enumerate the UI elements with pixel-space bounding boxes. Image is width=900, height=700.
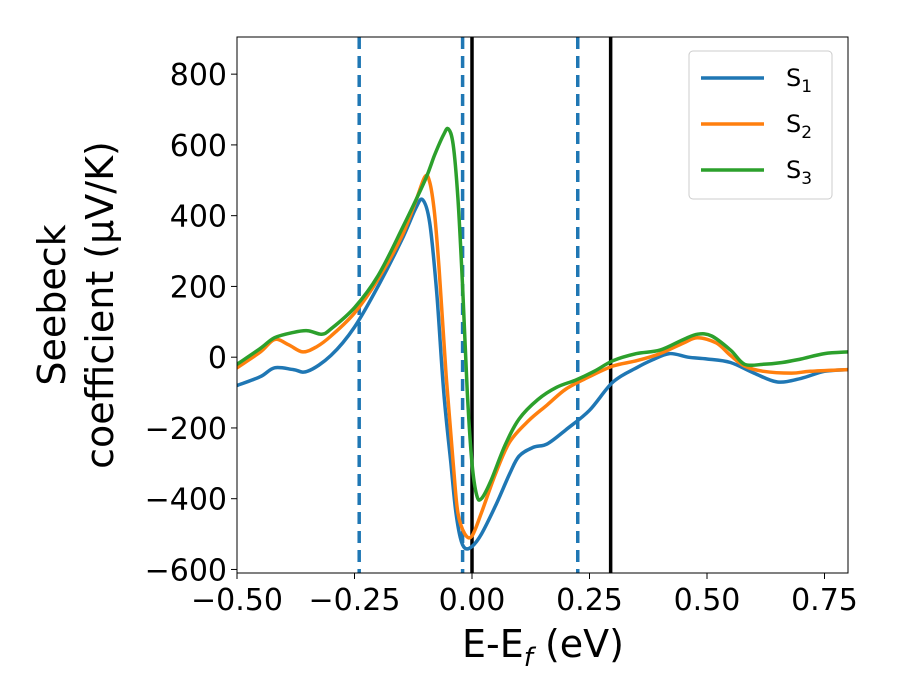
y-tick-label: −400 xyxy=(145,483,227,518)
series-lines xyxy=(237,126,848,551)
x-tick-label: 0.25 xyxy=(556,583,623,618)
series-line-s2 xyxy=(237,173,848,540)
y-axis-label-line1: Seebeck xyxy=(30,224,74,385)
legend-label-s1: S1 xyxy=(786,64,812,97)
legend-label-s3: S3 xyxy=(786,156,812,189)
series-line-s3 xyxy=(237,126,848,502)
legend: S1 S2 S3 xyxy=(688,50,833,200)
y-tick-label: 800 xyxy=(170,58,227,93)
axis-ticks: −0.50 −0.25 0.00 0.25 0.50 0.75 −600 −400 −200 0 2… xyxy=(145,58,858,618)
x-tick-label: 0.75 xyxy=(791,583,858,618)
y-tick-label: 600 xyxy=(170,129,227,164)
y-tick-label: 200 xyxy=(170,270,227,305)
x-axis-label: E-Ef (eV) xyxy=(462,622,624,673)
x-tick-label: −0.25 xyxy=(309,583,401,618)
legend-label-s2: S2 xyxy=(786,110,812,143)
y-axis-label-line2: coefficient (μV/K) xyxy=(78,141,122,469)
x-tick-label: −0.50 xyxy=(191,583,283,618)
y-tick-label: −600 xyxy=(145,553,227,588)
y-tick-label: 400 xyxy=(170,200,227,235)
x-axis-label-unit: (eV) xyxy=(533,622,624,666)
x-tick-label: 0.50 xyxy=(674,583,741,618)
y-tick-label: −200 xyxy=(145,412,227,447)
y-tick-label: 0 xyxy=(208,341,227,376)
x-tick-label: 0.00 xyxy=(439,583,506,618)
plot-frame xyxy=(236,36,849,574)
x-axis-label-main: E-E xyxy=(462,622,524,666)
series-line-s1 xyxy=(237,197,848,551)
